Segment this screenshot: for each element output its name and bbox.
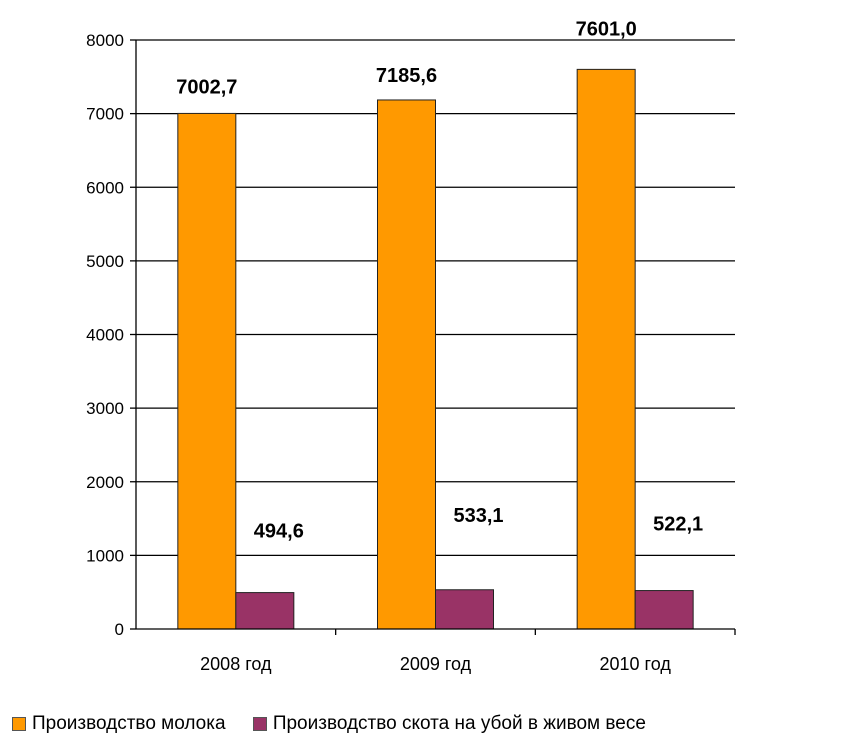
bar-milk: [377, 99, 436, 630]
legend-label-milk: Производство молока: [32, 713, 226, 734]
legend-label-livestock: Производство скота на убой в живом весе: [272, 713, 646, 734]
y-tick-label: 0: [115, 620, 124, 639]
legend-swatch-milk: [12, 717, 26, 731]
y-tick-label: 5000: [86, 252, 124, 271]
bar-chart: 0 1000 2000 3000 4000 5000 6000 7000 8000 2008 г…: [86, 18, 736, 674]
bar-milk: [576, 68, 636, 630]
bars: [177, 68, 694, 630]
y-tick-label: 2000: [86, 473, 124, 492]
y-tick-label: 6000: [86, 178, 124, 197]
data-label: 7601,0: [576, 18, 637, 40]
data-label: 522,1: [653, 514, 703, 536]
y-tick-label: 8000: [86, 31, 124, 50]
bar-milk: [177, 112, 237, 630]
bar-livestock: [634, 590, 694, 630]
bar-livestock: [435, 589, 494, 630]
x-tick-label: 2009 год: [400, 654, 472, 674]
data-label: 7185,6: [376, 65, 437, 87]
x-tick-label: 2010 год: [599, 654, 671, 674]
y-tick-label: 4000: [86, 326, 124, 345]
x-tick-labels: 2008 год 2009 год 2010 год: [200, 654, 671, 674]
y-tick-labels: 0 1000 2000 3000 4000 5000 6000 7000 8000: [86, 31, 124, 639]
legend-item-milk: Производство молока: [12, 713, 226, 735]
data-label: 494,6: [254, 521, 304, 543]
legend: Производство молока Производство скота н…: [12, 713, 668, 737]
y-tick-label: 7000: [86, 105, 124, 124]
axes: [130, 39, 736, 635]
data-labels: 7002,7 494,6 7185,6 533,1 7601,0 522,1: [176, 18, 703, 542]
legend-swatch-livestock: [252, 717, 267, 731]
x-tick-label: 2008 год: [200, 654, 272, 674]
bar-livestock: [235, 592, 295, 630]
y-tick-label: 3000: [86, 399, 124, 418]
y-tick-label: 1000: [86, 546, 124, 565]
data-label: 533,1: [453, 505, 503, 527]
data-label: 7002,7: [176, 76, 237, 98]
legend-item-livestock: Производство скота на убой в живом весе: [252, 713, 646, 735]
